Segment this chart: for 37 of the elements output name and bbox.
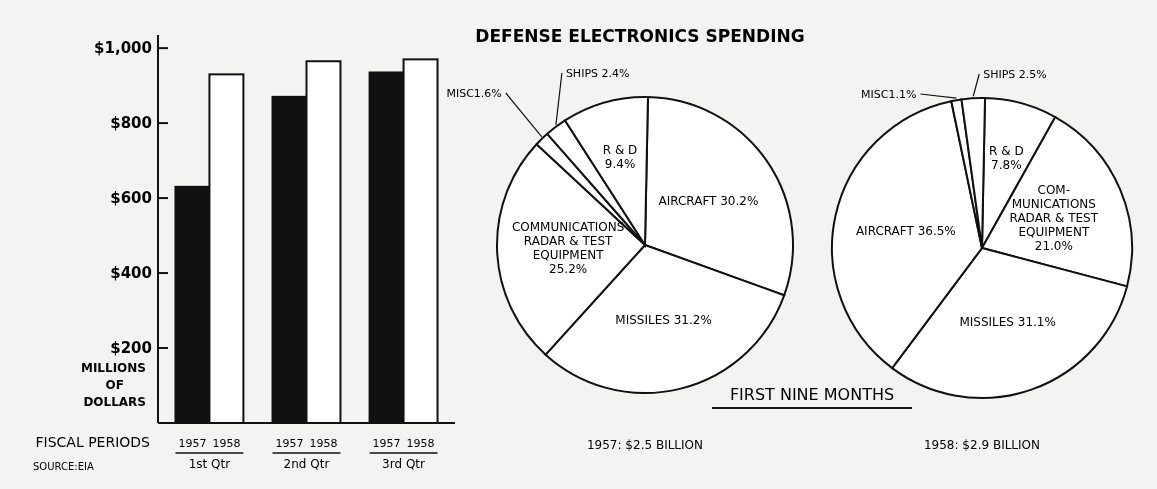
slice-label: R & D <box>989 144 1024 159</box>
data-label: 25.2% <box>549 262 588 277</box>
data-label: 21.0% <box>1034 238 1073 253</box>
y-tick-label: $800 <box>110 114 152 133</box>
slice-label: MISC1.1% <box>861 88 917 101</box>
x-tick-label: 3rd Qtr <box>382 457 426 471</box>
text: 1958 <box>309 437 338 450</box>
slice-label: COM- MUNICATIONS RADAR & TEST EQUIPMENT <box>1009 182 1099 239</box>
slice-label: MISSILES 31.1% <box>959 314 1056 329</box>
series-label: 1957 <box>178 437 207 450</box>
slice-label: R & D <box>602 142 638 157</box>
slice-label: AIRCRAFT 36.5% <box>855 224 956 239</box>
text: 1957 <box>275 437 304 450</box>
y-axis-title: MILLIONS OF DOLLARS <box>80 361 146 409</box>
y-tick-label: $200 <box>110 339 152 358</box>
slice-label: SHIPS 2.5% <box>983 68 1047 81</box>
x-tick-label: 1st Qtr <box>188 457 231 471</box>
data-label: 9.4% <box>604 156 636 171</box>
chart-title: DEFENSE ELECTRONICS SPENDING <box>475 26 805 46</box>
slice-label: SHIPS 2.4% <box>565 67 630 80</box>
slice-label: MISSILES 31.2% <box>615 312 712 327</box>
slice-label: COMMUNICATIONS RADAR & TEST EQUIPMENT <box>511 220 625 263</box>
text: FIRST NINE MONTHS <box>729 385 895 404</box>
data-label: 7.8% <box>991 158 1022 173</box>
slice-label: MISC1.6% <box>446 87 502 100</box>
source-note: SOURCE:EIA <box>33 461 94 472</box>
text: 1958 <box>406 437 435 450</box>
x-tick-label: 2nd Qtr <box>283 457 330 471</box>
slice-label: AIRCRAFT 30.2% <box>658 194 759 209</box>
text: 1958: $2.9 BILLION <box>923 438 1041 452</box>
series-label: 1958 <box>212 437 241 450</box>
text: 1957: $2.5 BILLION <box>586 438 704 452</box>
text: 1957 <box>372 437 401 450</box>
y-tick-label: $1,000 <box>94 39 152 58</box>
x-axis-title: FISCAL PERIODS <box>35 434 151 450</box>
y-tick-label: $600 <box>110 189 152 208</box>
y-tick-label: $400 <box>110 264 152 283</box>
